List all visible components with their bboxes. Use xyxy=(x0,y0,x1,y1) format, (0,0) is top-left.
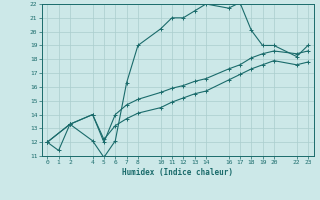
X-axis label: Humidex (Indice chaleur): Humidex (Indice chaleur) xyxy=(122,168,233,177)
